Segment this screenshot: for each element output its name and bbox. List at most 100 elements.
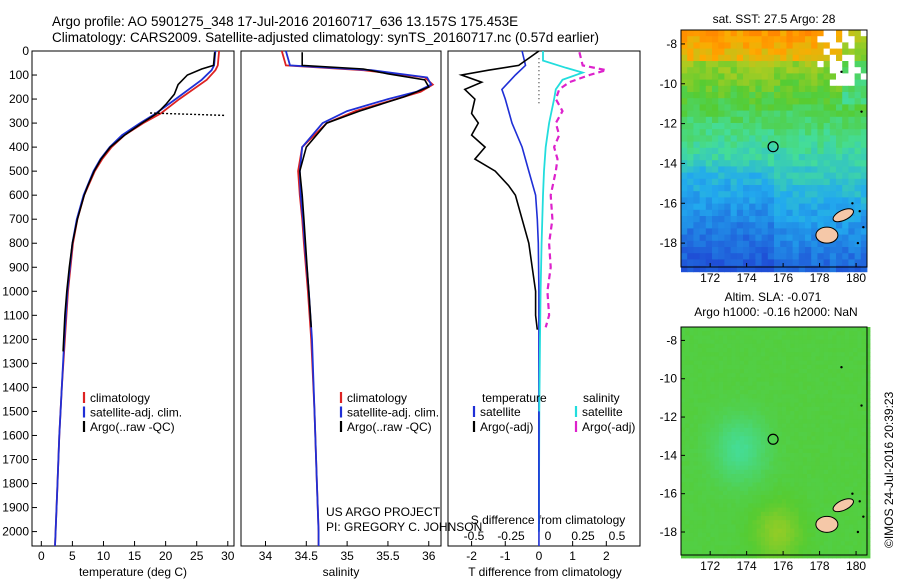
map-cell — [786, 327, 791, 332]
map-cell — [829, 209, 837, 217]
map-cell — [840, 545, 846, 550]
map-cell — [807, 394, 812, 399]
map-cell — [761, 185, 769, 192]
map-cell — [687, 234, 694, 242]
map-cell — [849, 516, 854, 521]
map-cell — [840, 360, 846, 366]
map-cell — [735, 461, 741, 466]
map-cell — [815, 461, 820, 466]
map-cell — [781, 360, 787, 366]
map-cell — [712, 154, 719, 161]
map-cell — [756, 432, 762, 437]
map-cell — [842, 104, 849, 111]
map-cell — [780, 42, 787, 49]
map-cell — [724, 141, 731, 149]
map-cell — [853, 419, 858, 424]
map-cell — [802, 339, 808, 345]
map-cell — [699, 79, 707, 87]
map-cell — [844, 520, 850, 525]
map-cell — [861, 553, 867, 559]
map-cell — [840, 402, 846, 408]
map-cell — [702, 490, 707, 496]
map-cell — [706, 541, 711, 546]
map-cell — [735, 406, 741, 412]
s-tick-label: 0.5 — [609, 529, 626, 543]
map-cell — [697, 373, 703, 378]
map-cell — [811, 222, 818, 229]
map-cell — [802, 385, 808, 391]
map-cell — [786, 402, 791, 408]
map-cell — [823, 406, 829, 412]
map-cell — [836, 390, 841, 395]
map-cell — [798, 461, 804, 466]
map-cell — [802, 352, 808, 357]
map-cell — [749, 123, 756, 130]
map-cell — [829, 98, 837, 105]
map-cell — [681, 265, 688, 273]
map-cell — [849, 394, 854, 399]
map-cell — [840, 406, 846, 412]
map-cell — [819, 532, 825, 538]
map-cell — [857, 423, 862, 429]
map-cell — [714, 457, 720, 462]
map-cell — [836, 469, 841, 475]
map-cell — [731, 415, 736, 420]
map-cell — [689, 448, 694, 454]
map-cell — [811, 461, 816, 466]
map-cell — [849, 453, 854, 458]
map-cell — [860, 191, 868, 198]
map-cell — [731, 352, 736, 357]
map-cell — [832, 415, 837, 420]
map-cell — [739, 402, 745, 408]
map-cell — [790, 385, 795, 391]
map-cell — [702, 524, 707, 529]
x-tick-label: 0 — [536, 549, 543, 563]
map-cell — [697, 516, 703, 521]
map-cell — [823, 240, 831, 248]
series-line-1 — [458, 50, 540, 330]
map-cell — [697, 457, 703, 462]
map-cell — [727, 537, 732, 542]
map-cell — [840, 537, 846, 542]
map-cell — [790, 448, 795, 454]
map-cell — [739, 507, 745, 513]
map-cell — [817, 61, 824, 68]
map-cell — [817, 253, 824, 260]
map-cell — [767, 85, 775, 93]
map-cell — [723, 402, 728, 408]
map-cell — [723, 511, 728, 517]
map-cell — [811, 364, 816, 370]
map-cell — [705, 79, 713, 87]
map-cell — [777, 465, 783, 471]
map-cell — [735, 499, 741, 504]
map-cell — [842, 185, 849, 192]
map-cell — [860, 197, 868, 204]
map-cell — [727, 381, 732, 387]
map-cell — [769, 541, 774, 546]
map-cell — [861, 495, 867, 500]
map-cell — [823, 191, 831, 198]
map-cell — [777, 503, 783, 508]
series-line-2 — [62, 52, 216, 352]
map-cell — [706, 327, 711, 332]
map-cell — [849, 331, 854, 336]
map-cell — [853, 373, 858, 378]
map-cell — [773, 364, 778, 370]
map-cell — [777, 398, 783, 403]
map-cell — [792, 154, 800, 161]
map-cell — [786, 364, 791, 370]
map-cell — [731, 398, 736, 403]
map-cell — [714, 406, 720, 412]
map-cell — [786, 398, 791, 403]
map-cell — [724, 67, 731, 74]
map-cell — [781, 486, 787, 492]
map-cell — [805, 259, 812, 266]
map-cell — [844, 440, 850, 445]
map-cell — [840, 381, 846, 387]
map-cell — [718, 444, 724, 450]
map-cell — [840, 356, 846, 361]
x-tick-label: 20 — [159, 549, 173, 563]
map-cell — [718, 79, 725, 87]
map-cell — [727, 486, 732, 492]
map-cell — [832, 528, 837, 534]
